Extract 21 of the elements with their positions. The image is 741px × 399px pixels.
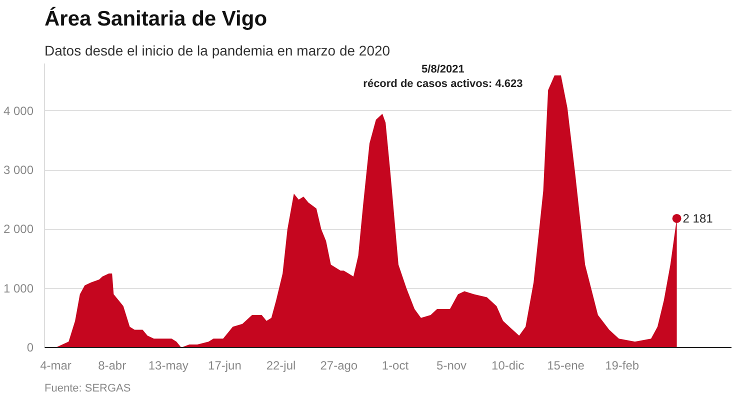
y-tick-label: 3 000 — [3, 163, 34, 177]
annotation: 2 181 — [682, 211, 714, 226]
x-tick-label: 1-oct — [382, 358, 410, 372]
x-tick-label: 5-nov — [436, 358, 467, 372]
x-tick-label: 15-ene — [547, 358, 585, 372]
y-tick-label: 1 000 — [3, 281, 34, 296]
y-tick-label: 2 000 — [3, 222, 34, 236]
x-tick-label: 10-dic — [492, 358, 524, 372]
x-tick-label: 27-ago — [320, 358, 358, 372]
x-tick-label: 17-jun — [208, 358, 242, 372]
x-tick-label: 4-mar — [40, 358, 72, 372]
x-tick-label: 8-abr — [98, 358, 126, 372]
chart-subtitle: Datos desde el inicio de la pandemia en marzo de 2020 — [44, 42, 390, 58]
x-tick-label: 13-may — [148, 358, 188, 372]
x-tick-label: 19-feb — [605, 358, 640, 372]
x-tick-label: 22-jul — [266, 358, 296, 372]
y-tick-label: 0 — [26, 340, 34, 354]
chart-title: Área Sanitaria de Vigo — [44, 6, 268, 30]
y-tick-label: 4 000 — [3, 104, 34, 118]
annotation: 5/8/2021 récord de casos activos: 4.623 — [363, 64, 523, 90]
source-note: Fuente: SERGAS — [44, 382, 131, 394]
